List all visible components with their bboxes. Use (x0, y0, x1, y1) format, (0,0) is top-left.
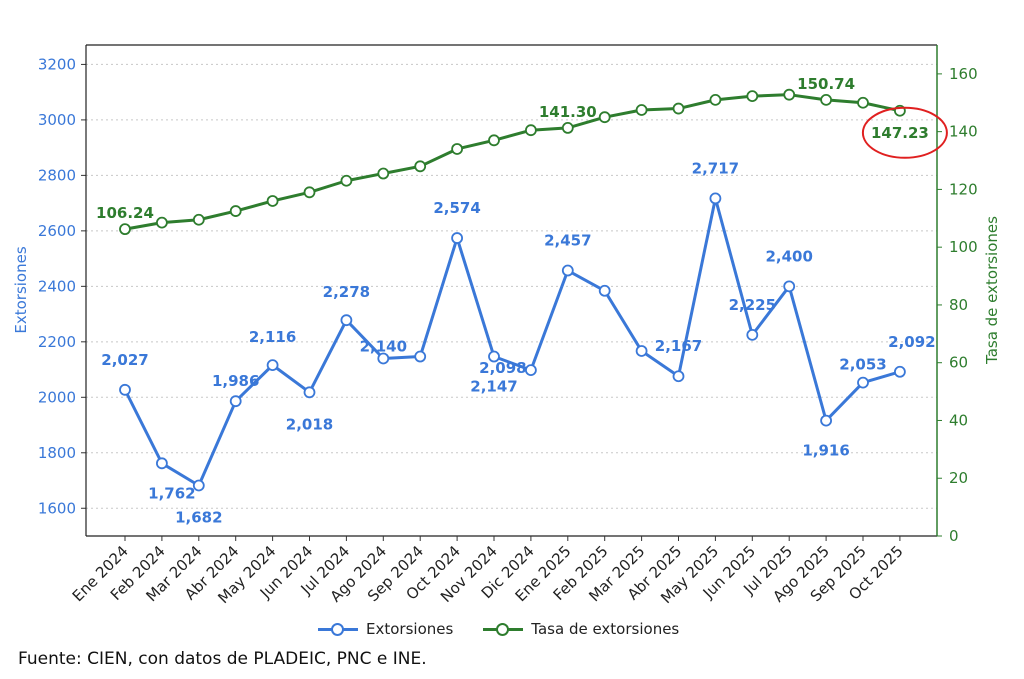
data-label-extorsiones: 2,574 (433, 199, 480, 217)
legend: Extorsiones Tasa de extorsiones (318, 620, 679, 638)
data-point-tasa (820, 93, 832, 106)
data-point-tasa (266, 195, 279, 207)
data-label-extorsiones: 2,400 (765, 247, 812, 265)
data-point-extorsiones (266, 359, 279, 372)
y2-tick-label: 160 (949, 65, 978, 83)
data-point-extorsiones (672, 370, 685, 383)
data-point-extorsiones (525, 364, 537, 377)
data-point-extorsiones (783, 280, 796, 293)
data-label-extorsiones: 2,027 (101, 351, 148, 369)
data-point-tasa (672, 102, 685, 115)
data-label-extorsiones: 1,682 (175, 509, 222, 527)
highlight-circle (861, 106, 948, 159)
y-tick-label: 3000 (38, 111, 76, 129)
data-point-extorsiones (820, 414, 832, 427)
data-label-extorsiones: 1,916 (802, 442, 849, 460)
y2-tick-label: 0 (949, 527, 959, 545)
data-label-extorsiones: 1,762 (148, 484, 195, 502)
y-tick-label: 1600 (38, 499, 76, 517)
data-point-extorsiones (894, 365, 906, 378)
y-tick-label: 3200 (38, 55, 76, 73)
y-tick-label: 2600 (38, 222, 76, 240)
legend-swatch-tasa (483, 622, 524, 636)
data-point-extorsiones (414, 350, 427, 363)
data-point-extorsiones (488, 350, 500, 363)
legend-item-tasa: Tasa de extorsiones (483, 620, 679, 638)
data-point-extorsiones (155, 457, 168, 470)
data-point-extorsiones (598, 284, 611, 297)
data-label-extorsiones: 2,098 (479, 359, 526, 377)
data-point-extorsiones (340, 314, 353, 327)
data-point-tasa (525, 124, 537, 137)
data-point-extorsiones (857, 376, 869, 389)
data-label-extorsiones: 2,717 (692, 159, 739, 177)
series-line-extorsiones (123, 196, 901, 488)
data-point-tasa (488, 134, 500, 147)
data-point-extorsiones (451, 232, 464, 244)
data-label-extorsiones: 2,053 (839, 356, 886, 374)
data-point-extorsiones (229, 395, 242, 408)
data-point-tasa (783, 88, 796, 101)
y-axis-title: Extorsiones (12, 246, 30, 333)
y-tick-label: 2200 (38, 333, 76, 351)
data-label-tasa: 147.23 (871, 124, 929, 142)
data-point-extorsiones (561, 264, 574, 277)
data-point-tasa (635, 104, 648, 116)
data-point-extorsiones (377, 352, 390, 365)
legend-label-tasa: Tasa de extorsiones (531, 620, 680, 638)
data-label-extorsiones: 2,092 (888, 333, 935, 351)
data-label-extorsiones: 2,225 (729, 296, 776, 314)
data-point-tasa (857, 96, 869, 109)
y2-tick-label: 60 (949, 354, 968, 372)
data-point-tasa (229, 205, 242, 217)
data-label-extorsiones: 2,140 (360, 337, 407, 355)
data-point-tasa (119, 223, 131, 236)
data-point-extorsiones (119, 383, 131, 396)
data-point-tasa (561, 121, 574, 134)
legend-label-extorsiones: Extorsiones (366, 620, 454, 638)
y2-tick-label: 100 (949, 238, 978, 256)
y2-tick-label: 120 (949, 180, 978, 198)
y2-tick-label: 40 (949, 411, 968, 429)
data-label-extorsiones: 2,167 (655, 337, 702, 355)
data-point-tasa (303, 186, 316, 199)
y2-axis-title: Tasa de extorsiones (983, 216, 1001, 365)
y-tick-label: 2000 (38, 388, 76, 406)
data-point-extorsiones (192, 479, 205, 492)
data-point-tasa (155, 216, 168, 229)
source-note: Fuente: CIEN, con datos de PLADEIC, PNC … (18, 649, 427, 669)
data-label-tasa: 141.30 (539, 103, 597, 121)
data-point-tasa (709, 93, 722, 106)
data-label-extorsiones: 2,116 (249, 328, 296, 346)
data-point-extorsiones (635, 345, 648, 357)
data-point-extorsiones (746, 328, 759, 341)
legend-item-extorsiones: Extorsiones (318, 620, 453, 638)
y2-tick-label: 20 (949, 469, 968, 487)
data-point-tasa (192, 213, 205, 226)
data-point-tasa (377, 167, 390, 180)
data-label-extorsiones: 2,457 (544, 232, 591, 250)
data-label-extorsiones: 1,986 (212, 372, 259, 390)
y2-tick-label: 140 (949, 123, 978, 141)
data-label-extorsiones: 2,278 (323, 283, 370, 301)
data-label-tasa: 150.74 (797, 75, 855, 93)
data-point-tasa (414, 160, 427, 173)
y-tick-label: 2800 (38, 166, 76, 184)
data-point-tasa (451, 143, 464, 155)
data-label-extorsiones: 2,147 (470, 378, 517, 396)
legend-swatch-extorsiones (318, 622, 358, 636)
y-tick-label: 1800 (38, 444, 76, 462)
data-point-tasa (746, 90, 759, 103)
y-tick-label: 2400 (38, 277, 76, 295)
data-point-tasa (340, 174, 353, 187)
data-label-extorsiones: 2,018 (286, 415, 333, 433)
y2-tick-label: 80 (949, 296, 968, 314)
data-label-tasa: 106.24 (96, 204, 154, 222)
data-point-extorsiones (303, 386, 316, 399)
data-point-extorsiones (709, 192, 722, 205)
data-point-tasa (598, 111, 611, 124)
series-line-tasa (124, 93, 901, 231)
